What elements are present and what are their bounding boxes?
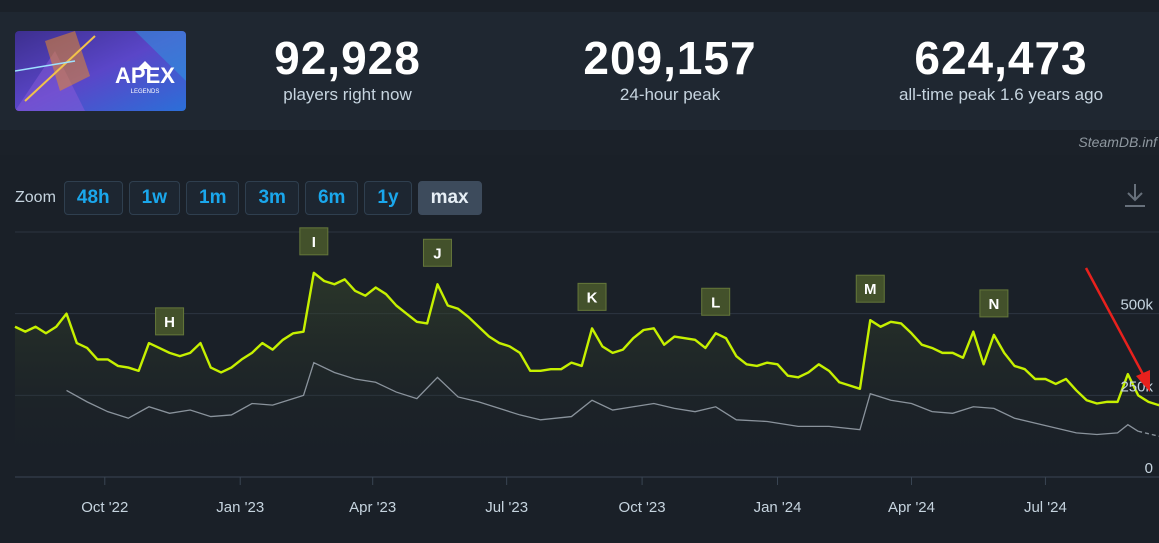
x-tick-label: Jan '23: [216, 499, 264, 516]
players-series-line: [14, 271, 1159, 407]
arrow-shaft: [1084, 267, 1148, 381]
zoom-1w-button[interactable]: 1w: [128, 181, 181, 215]
flag-label: J: [433, 245, 441, 262]
x-tick-label: Apr '24: [888, 499, 935, 516]
stat-all-time-peak: 624,473 all-time peak 1.6 years ago: [866, 32, 1136, 106]
zoom-1m-button[interactable]: 1m: [186, 181, 240, 215]
annotation-flag-k: K: [577, 282, 607, 311]
x-tick-label: Jul '23: [485, 499, 528, 516]
average-series-line: [66, 361, 1139, 436]
flag-box: [299, 227, 329, 256]
all-time-peak-value: 624,473: [914, 32, 1088, 84]
flag-label: H: [164, 314, 175, 331]
flag-box: [855, 274, 885, 303]
annotation-flags: H I J K L M N: [155, 227, 1009, 336]
x-tick-label: Apr '23: [349, 499, 396, 516]
zoom-3m-button[interactable]: 3m: [245, 181, 299, 215]
flag-box: [979, 289, 1009, 318]
flag-box: [577, 282, 607, 311]
flag-label: I: [312, 234, 316, 251]
steamdb-credit[interactable]: SteamDB.inf: [1078, 134, 1157, 150]
annotation-flag-h: H: [155, 307, 185, 336]
logo-subtext: LEGENDS: [131, 89, 160, 95]
annotation-flag-n: N: [979, 289, 1009, 318]
current-players-value: 92,928: [274, 32, 421, 84]
series-layer: [14, 271, 1159, 477]
flag-label: N: [988, 296, 999, 313]
annotation-flag-i: I: [299, 227, 329, 256]
zoom-label: Zoom: [15, 189, 56, 206]
stat-24h-peak: 209,157 24-hour peak: [560, 32, 780, 106]
zoom-toolbar: Zoom 48h 1w 1m 3m 6m 1y max: [15, 180, 488, 216]
peak-24h-label: 24-hour peak: [619, 85, 721, 104]
flag-box: [422, 238, 452, 267]
header-panel: [0, 12, 1159, 130]
current-players-label: players right now: [283, 85, 412, 104]
zoom-1y-button[interactable]: 1y: [364, 181, 412, 215]
chart-axes: Oct '22 Jan '23 Apr '23 Jul '23 Oct '23 Jan '…: [15, 297, 1159, 516]
flag-label: K: [587, 289, 598, 306]
header: APEX LEGENDS 92,928 players right now 20…: [0, 0, 1159, 130]
red-arrow-annotation: [1084, 267, 1150, 392]
flag-box: [701, 287, 731, 316]
x-tick-label: Oct '23: [619, 499, 666, 516]
arrow-head: [1136, 370, 1150, 392]
peak-24h-value: 209,157: [583, 32, 757, 84]
annotation-flag-m: M: [855, 274, 885, 303]
stat-current: 92,928 players right now: [245, 32, 450, 106]
game-logo[interactable]: APEX LEGENDS: [15, 31, 186, 111]
zoom-max-button[interactable]: max: [417, 181, 482, 215]
x-tick-label: Oct '22: [81, 499, 128, 516]
x-tick-label: Jul '24: [1024, 499, 1067, 516]
flag-label: M: [864, 281, 877, 298]
y-tick-label: 500k: [1120, 297, 1153, 314]
flag-label: L: [711, 294, 720, 311]
all-time-peak-label: all-time peak 1.6 years ago: [898, 85, 1104, 104]
logo-text: APEX: [115, 63, 175, 88]
y-tick-label: 0: [1145, 460, 1153, 477]
annotation-flag-j: J: [422, 238, 452, 267]
download-icon[interactable]: [1122, 182, 1148, 210]
players-area: [15, 272, 1159, 477]
x-tick-label: Jan '24: [754, 499, 802, 516]
flag-box: [155, 307, 185, 336]
zoom-48h-button[interactable]: 48h: [63, 181, 123, 215]
annotation-flag-l: L: [701, 287, 731, 316]
zoom-6m-button[interactable]: 6m: [304, 181, 359, 215]
logo-art: APEX LEGENDS: [15, 31, 186, 111]
